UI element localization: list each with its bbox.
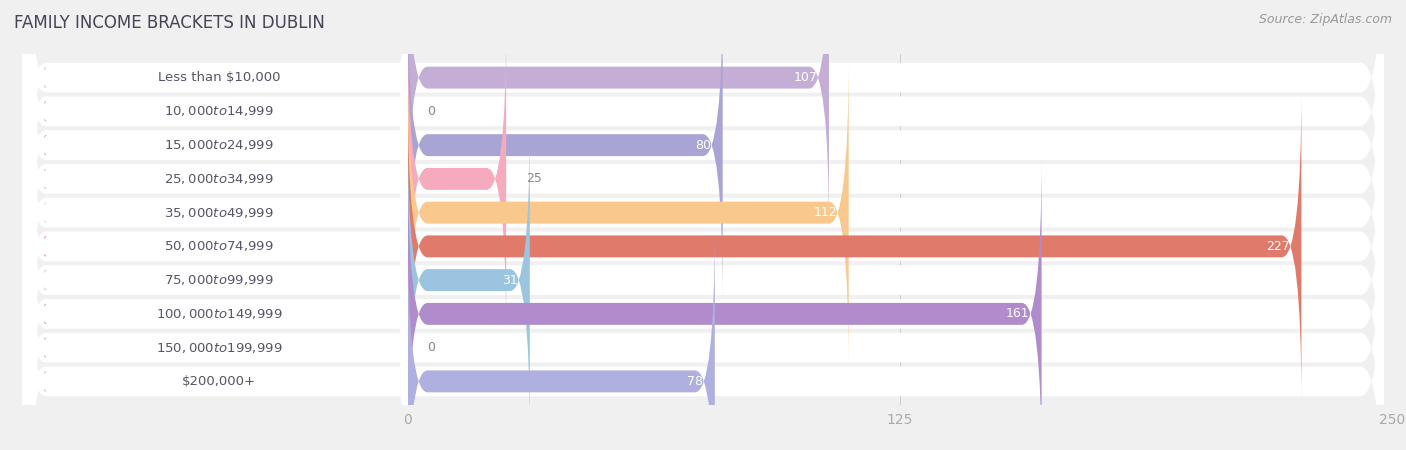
Text: 0: 0	[427, 341, 436, 354]
FancyBboxPatch shape	[22, 126, 1384, 450]
Circle shape	[45, 68, 46, 87]
FancyBboxPatch shape	[408, 122, 530, 438]
FancyBboxPatch shape	[408, 156, 1042, 450]
Text: $50,000 to $74,999: $50,000 to $74,999	[165, 239, 274, 253]
FancyBboxPatch shape	[30, 89, 408, 404]
Circle shape	[45, 237, 46, 256]
FancyBboxPatch shape	[30, 55, 408, 370]
Text: 78: 78	[688, 375, 703, 388]
Text: 227: 227	[1265, 240, 1289, 253]
FancyBboxPatch shape	[22, 194, 1384, 450]
Text: 0: 0	[427, 105, 436, 118]
Text: $75,000 to $99,999: $75,000 to $99,999	[165, 273, 274, 287]
FancyBboxPatch shape	[22, 0, 1384, 333]
Circle shape	[45, 203, 46, 222]
Text: 31: 31	[502, 274, 517, 287]
FancyBboxPatch shape	[408, 0, 723, 303]
FancyBboxPatch shape	[22, 0, 1384, 265]
Circle shape	[45, 102, 46, 121]
FancyBboxPatch shape	[22, 160, 1384, 450]
Circle shape	[45, 305, 46, 323]
FancyBboxPatch shape	[408, 89, 1302, 404]
Text: Less than $10,000: Less than $10,000	[157, 71, 280, 84]
Circle shape	[45, 372, 46, 391]
FancyBboxPatch shape	[22, 92, 1384, 450]
Text: 107: 107	[793, 71, 817, 84]
Text: $25,000 to $34,999: $25,000 to $34,999	[165, 172, 274, 186]
Text: $35,000 to $49,999: $35,000 to $49,999	[165, 206, 274, 220]
FancyBboxPatch shape	[408, 0, 830, 235]
Text: $15,000 to $24,999: $15,000 to $24,999	[165, 138, 274, 152]
Circle shape	[45, 136, 46, 154]
Text: $10,000 to $14,999: $10,000 to $14,999	[165, 104, 274, 118]
FancyBboxPatch shape	[30, 0, 408, 303]
Text: $150,000 to $199,999: $150,000 to $199,999	[156, 341, 283, 355]
FancyBboxPatch shape	[22, 25, 1384, 400]
FancyBboxPatch shape	[30, 21, 408, 337]
FancyBboxPatch shape	[408, 55, 849, 370]
FancyBboxPatch shape	[408, 224, 714, 450]
Text: Source: ZipAtlas.com: Source: ZipAtlas.com	[1258, 14, 1392, 27]
Circle shape	[45, 170, 46, 188]
Text: FAMILY INCOME BRACKETS IN DUBLIN: FAMILY INCOME BRACKETS IN DUBLIN	[14, 14, 325, 32]
Text: 80: 80	[695, 139, 711, 152]
Text: 112: 112	[813, 206, 837, 219]
FancyBboxPatch shape	[22, 0, 1384, 299]
FancyBboxPatch shape	[22, 58, 1384, 434]
FancyBboxPatch shape	[408, 21, 506, 337]
FancyBboxPatch shape	[30, 0, 408, 235]
Text: $200,000+: $200,000+	[181, 375, 256, 388]
FancyBboxPatch shape	[30, 0, 408, 269]
Circle shape	[45, 271, 46, 289]
FancyBboxPatch shape	[30, 224, 408, 450]
Text: 161: 161	[1007, 307, 1029, 320]
FancyBboxPatch shape	[30, 190, 408, 450]
Text: $100,000 to $149,999: $100,000 to $149,999	[156, 307, 283, 321]
FancyBboxPatch shape	[22, 0, 1384, 366]
FancyBboxPatch shape	[30, 122, 408, 438]
Text: 25: 25	[526, 172, 541, 185]
FancyBboxPatch shape	[30, 156, 408, 450]
Circle shape	[45, 338, 46, 357]
